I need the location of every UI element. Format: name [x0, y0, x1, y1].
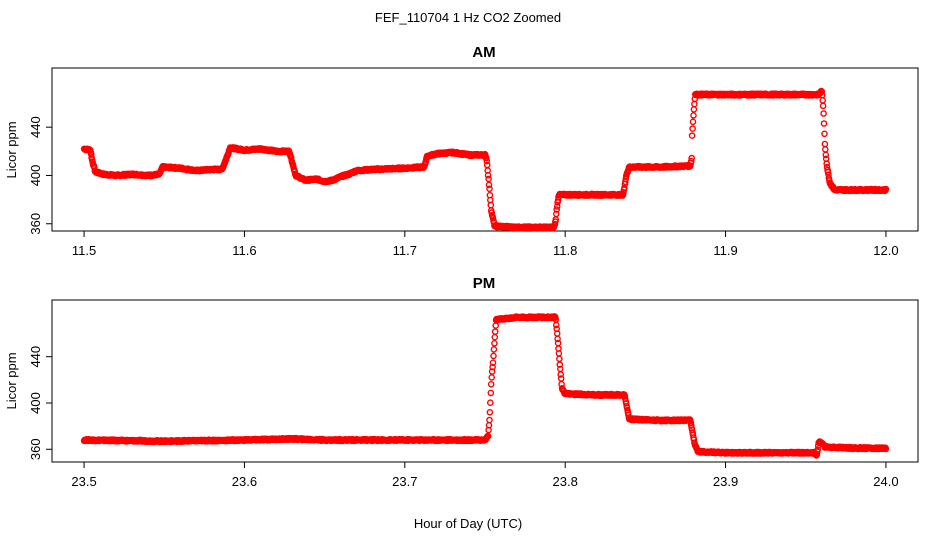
pm-panel-title: PM — [473, 275, 496, 292]
am-data-point — [688, 157, 695, 165]
am-data-point — [823, 160, 831, 167]
pm-data-point — [488, 368, 496, 375]
am-data-point — [483, 157, 491, 165]
am-panel-title: AM — [472, 44, 495, 61]
am-data-point — [819, 102, 827, 110]
am-y-tick-label: 360 — [28, 213, 43, 235]
pm-y-tick-label: 400 — [28, 392, 43, 414]
am-x-tick-label: 11.5 — [72, 243, 96, 258]
am-data-point — [690, 106, 698, 113]
am-data-point — [485, 175, 492, 183]
am-x-tick-label: 12.0 — [873, 243, 898, 258]
am-data-point — [485, 181, 493, 189]
pm-data-point — [486, 416, 493, 424]
am-data-point — [882, 185, 890, 193]
pm-x-tick-label: 24.0 — [873, 474, 898, 489]
am-data-point — [486, 185, 493, 193]
am-data-point — [553, 210, 560, 218]
pm-y-tick-label: 440 — [28, 346, 43, 368]
am-data-point — [622, 178, 629, 186]
am-x-tick-label: 11.9 — [713, 243, 737, 258]
am-data-point — [553, 206, 561, 213]
am-data-point — [688, 154, 696, 162]
am-data-point — [818, 88, 826, 95]
am-data-point — [819, 97, 827, 104]
am-data-point — [690, 112, 697, 119]
am-data-point — [689, 125, 696, 132]
am-x-tick-label: 11.7 — [393, 243, 417, 258]
am-plot-frame — [51, 67, 919, 232]
am-data-point — [689, 118, 697, 126]
pm-data-point — [491, 328, 499, 335]
am-x-tick-label: 11.8 — [553, 243, 577, 258]
am-data-point — [825, 171, 832, 178]
pm-data-point — [488, 374, 496, 381]
am-data-points — [80, 87, 890, 232]
pm-data-point — [486, 399, 494, 407]
pm-y-axis: 360 400 440 — [28, 346, 52, 460]
pm-data-point — [487, 389, 495, 397]
pm-x-tick-label: 23.9 — [713, 474, 738, 489]
pm-data-point — [556, 355, 563, 363]
pm-data-point — [554, 335, 561, 343]
am-data-point — [484, 171, 492, 179]
pm-data-point — [490, 352, 497, 360]
am-data-point — [691, 100, 698, 108]
am-data-point — [820, 110, 827, 117]
figure-title: FEF_110704 1 Hz CO2 Zoomed — [375, 10, 561, 25]
pm-data-point — [814, 446, 822, 453]
am-x-tick-label: 11.6 — [232, 243, 256, 258]
pm-data-point — [490, 346, 498, 353]
am-data-point — [822, 146, 829, 153]
pm-data-point — [556, 361, 564, 368]
pm-x-axis: 23.5 23.6 23.7 23.8 23.9 24.0 — [71, 462, 899, 489]
pm-data-point — [489, 359, 497, 367]
am-data-point — [487, 201, 495, 209]
am-data-point — [488, 209, 496, 216]
pm-plot-frame — [51, 299, 919, 463]
pm-x-tick-label: 23.8 — [553, 474, 578, 489]
am-x-axis: 11.5 11.6 11.7 11.8 11.9 12.0 — [72, 231, 899, 258]
pm-y-tick-label: 360 — [28, 438, 43, 460]
am-y-tick-label: 400 — [28, 165, 43, 187]
pm-data-point — [489, 363, 496, 371]
am-data-point — [621, 184, 628, 192]
pm-data-point — [491, 333, 499, 341]
pm-data-point — [486, 408, 494, 416]
pm-x-tick-label: 23.5 — [71, 474, 96, 489]
am-data-point — [482, 154, 490, 162]
pm-y-axis-label: Licor ppm — [4, 352, 19, 409]
am-data-point — [820, 120, 828, 127]
pm-data-point — [492, 322, 500, 329]
pm-data-point — [491, 339, 498, 347]
am-data-point — [824, 168, 832, 176]
am-y-axis: 360 400 440 — [28, 116, 52, 235]
am-data-point — [822, 151, 830, 159]
am-y-axis-label: Licor ppm — [4, 121, 19, 178]
pm-data-point — [557, 371, 565, 378]
am-data-point — [688, 132, 696, 139]
pm-data-point — [882, 445, 890, 453]
am-data-point — [553, 203, 561, 210]
pm-data-points — [80, 313, 890, 459]
am-data-point — [821, 130, 828, 138]
am-y-tick-label: 440 — [28, 116, 43, 138]
am-data-point — [821, 140, 829, 148]
pm-data-point — [487, 380, 495, 388]
x-axis-title: Hour of Day (UTC) — [414, 516, 522, 531]
pm-x-tick-label: 23.6 — [232, 474, 257, 489]
am-panel: AM 11.5 11.6 11.7 11.8 11.9 12.0 360 400 440 Li… — [4, 44, 919, 258]
pm-data-point — [484, 432, 492, 440]
pm-panel: PM 23.5 23.6 23.7 23.8 23.9 24.0 360 400 440 Li… — [4, 275, 919, 489]
pm-x-tick-label: 23.7 — [392, 474, 417, 489]
pm-data-point — [553, 321, 560, 329]
